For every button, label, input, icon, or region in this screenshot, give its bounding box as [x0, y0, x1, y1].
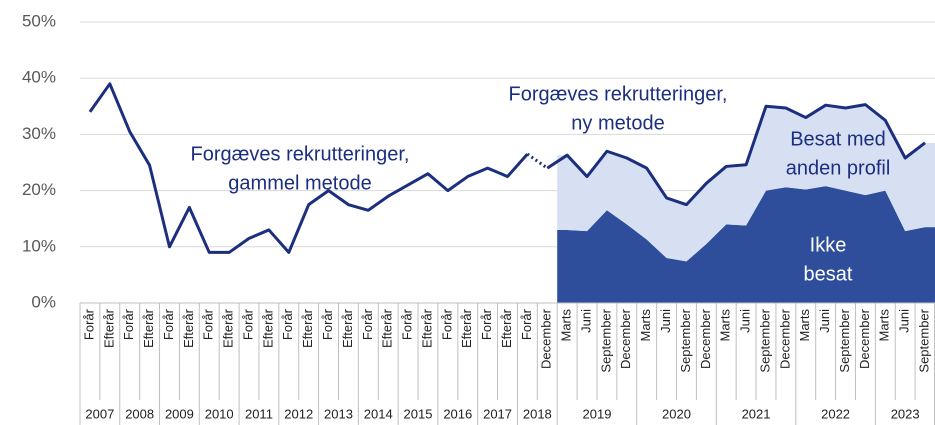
annotation: Forgæves rekrutteringer, [509, 83, 728, 105]
x-tick-label: Forår [161, 308, 176, 340]
bridge-line [526, 152, 549, 170]
x-tick-label: Efterår [181, 308, 196, 348]
x-tick-label: Forår [81, 308, 96, 340]
y-tick-label: 20% [22, 180, 56, 199]
line [88, 82, 529, 254]
x-tick-label: Juni [817, 309, 832, 333]
area [557, 186, 935, 303]
x-tick-label: Juni [897, 309, 912, 333]
x-tick-label: Efterår [499, 308, 514, 348]
x-tick-label: Efterår [300, 308, 315, 348]
x-tick-label: Forår [479, 308, 494, 340]
x-tick-label: Forår [360, 308, 375, 340]
line [546, 103, 926, 207]
x-tick-label: Marts [877, 309, 892, 342]
x-tick-label: Forår [121, 308, 136, 340]
year-label: 2013 [324, 406, 353, 421]
x-tick-label: December [857, 308, 872, 369]
year-label: 2012 [284, 406, 313, 421]
x-tick-label: Efterår [221, 308, 236, 348]
x-tick-label: September [916, 308, 931, 372]
x-tick-label: Forår [201, 308, 216, 340]
annotation: Forgæves rekrutteringer, [191, 143, 410, 165]
x-tick-label: Juni [578, 309, 593, 333]
x-tick-label: Marts [638, 309, 653, 342]
y-tick-label: 40% [22, 68, 56, 87]
year-label: 2008 [125, 406, 154, 421]
x-tick-label: Forår [320, 308, 335, 340]
year-label: 2022 [821, 406, 850, 421]
annotation: gammel metode [228, 172, 371, 194]
x-tick-label: December [618, 308, 633, 369]
area [557, 104, 935, 262]
year-label: 2019 [583, 406, 612, 421]
annotation: ny metode [571, 112, 664, 134]
x-tick-label: Forår [439, 308, 454, 340]
x-tick-label: Efterår [380, 308, 395, 348]
x-tick-label: Marts [718, 309, 733, 342]
x-tick-label: September [598, 308, 613, 372]
year-label: 2007 [85, 406, 114, 421]
x-tick-label: Efterår [141, 308, 156, 348]
x-tick-label: Forår [240, 308, 255, 340]
year-label: 2011 [245, 406, 273, 421]
y-tick-label: 50% [22, 11, 56, 30]
year-label: 2017 [483, 406, 512, 421]
x-tick-label: December [698, 308, 713, 369]
x-tick-label: December [777, 308, 792, 369]
x-tick-label: Juni [738, 309, 753, 333]
year-label: 2018 [523, 406, 552, 421]
x-tick-label: Efterår [101, 308, 116, 348]
x-tick-label: September [757, 308, 772, 372]
x-tick-label: Efterår [260, 308, 275, 348]
x-tick-label: Marts [797, 309, 812, 342]
y-tick-label: 0% [31, 292, 56, 311]
y-tick-label: 30% [22, 124, 56, 143]
x-tick-label: Juni [658, 309, 673, 333]
x-tick-label: Efterår [459, 308, 474, 348]
year-label: 2010 [205, 406, 234, 421]
x-tick-label: Marts [559, 309, 574, 342]
annotation: besat [804, 263, 853, 285]
annotation: Besat med [790, 128, 886, 150]
x-tick-label: Forår [280, 308, 295, 340]
annotation: Ikke [810, 234, 847, 256]
x-tick-label: Forår [400, 308, 415, 340]
y-tick-label: 10% [22, 236, 56, 255]
year-label: 2023 [891, 406, 920, 421]
x-tick-label: December [539, 308, 554, 369]
annotation: anden profil [786, 157, 891, 179]
x-tick-label: September [678, 308, 693, 372]
x-tick-label: Forår [519, 308, 534, 340]
x-tick-label: Efterår [340, 308, 355, 348]
year-label: 2014 [364, 406, 393, 421]
x-tick-label: September [837, 308, 852, 372]
year-label: 2016 [443, 406, 472, 421]
year-label: 2009 [165, 406, 194, 421]
year-label: 2021 [742, 406, 771, 421]
year-label: 2020 [662, 406, 691, 421]
year-label: 2015 [404, 406, 433, 421]
x-tick-label: Efterår [419, 308, 434, 348]
